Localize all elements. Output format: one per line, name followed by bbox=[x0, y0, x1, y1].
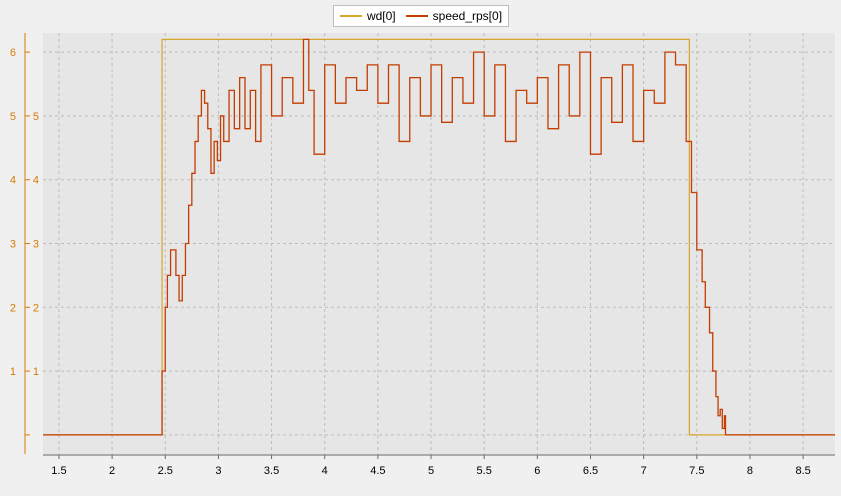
y-tick-label-4: 4 bbox=[10, 175, 16, 187]
y-tick-label-2: 2 bbox=[10, 302, 16, 314]
y-tick-label-6: 6 bbox=[10, 47, 16, 59]
y-inner-label-0: 1 bbox=[33, 366, 39, 378]
x-tick-label-7: 5 bbox=[428, 465, 434, 477]
x-tick-label-1: 2 bbox=[109, 465, 115, 477]
x-tick-label-11: 7 bbox=[641, 465, 647, 477]
x-tick-label-2: 2.5 bbox=[158, 465, 173, 477]
legend-swatch-wd bbox=[339, 15, 362, 17]
x-tick-label-9: 6 bbox=[534, 465, 540, 477]
x-tick-label-12: 7.5 bbox=[689, 465, 704, 477]
y-inner-label-3: 4 bbox=[33, 175, 39, 187]
x-tick-label-14: 8.5 bbox=[795, 465, 810, 477]
x-tick-label-3: 3 bbox=[215, 465, 221, 477]
legend: wd[0] speed_rps[0] bbox=[333, 5, 509, 27]
y-tick-label-1: 1 bbox=[10, 366, 16, 378]
legend-label-speed: speed_rps[0] bbox=[432, 9, 503, 23]
y-tick-label-5: 5 bbox=[10, 111, 16, 123]
y-inner-label-4: 5 bbox=[33, 111, 39, 123]
y-inner-label-2: 3 bbox=[33, 239, 39, 251]
y-tick-label-3: 3 bbox=[10, 239, 16, 251]
legend-label-wd: wd[0] bbox=[366, 9, 396, 23]
x-tick-label-4: 3.5 bbox=[264, 465, 279, 477]
x-tick-label-6: 4.5 bbox=[370, 465, 385, 477]
x-tick-label-0: 1.5 bbox=[51, 465, 66, 477]
x-tick-label-13: 8 bbox=[747, 465, 753, 477]
legend-swatch-speed bbox=[405, 15, 428, 17]
y-inner-label-1: 2 bbox=[33, 302, 39, 314]
legend-item-speed: speed_rps[0] bbox=[405, 9, 503, 23]
legend-item-wd: wd[0] bbox=[339, 9, 396, 23]
x-tick-label-8: 5.5 bbox=[477, 465, 492, 477]
series-line-1 bbox=[43, 38, 835, 436]
x-tick-label-10: 6.5 bbox=[583, 465, 598, 477]
x-tick-label-5: 4 bbox=[322, 465, 328, 477]
